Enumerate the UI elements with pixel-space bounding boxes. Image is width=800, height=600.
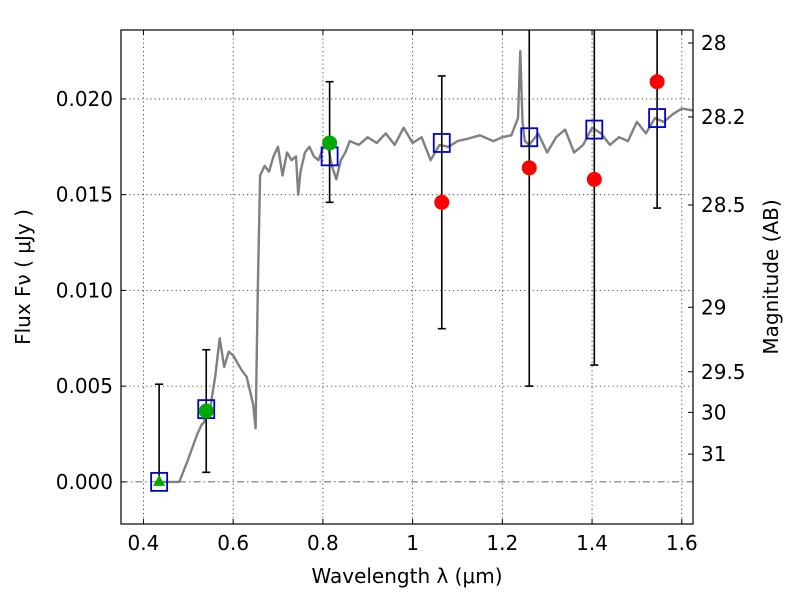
photometry-square <box>648 108 667 128</box>
x-tick-label: 1.6 <box>666 531 698 555</box>
plot-frame <box>120 29 694 525</box>
mag-tick-label: 28 <box>701 31 726 55</box>
y-tick-label: 0.000 <box>56 470 113 494</box>
photometry-square <box>520 127 539 148</box>
detection-point <box>322 135 338 151</box>
observed-point <box>434 194 450 210</box>
photometry-square <box>150 471 169 492</box>
y-axis-label: Flux Fν ( μJy ) <box>11 209 35 345</box>
mag-tick-label: 29 <box>701 295 726 319</box>
y-tick-label: 0.005 <box>56 374 113 398</box>
y-tick-label: 0.015 <box>56 183 113 207</box>
observed-point <box>521 160 537 176</box>
y-tick-label: 0.010 <box>56 278 113 302</box>
spectrum-line <box>156 49 694 484</box>
detection-point <box>198 403 214 419</box>
y-tick-label: 0.020 <box>56 87 113 111</box>
x-tick-label: 1 <box>406 531 419 555</box>
grid-layer <box>121 30 693 524</box>
x-axis-label: Wavelength λ (μm) <box>311 564 502 588</box>
observed-point <box>586 171 602 187</box>
mag-tick-label: 28.5 <box>701 193 746 217</box>
mag-tick-label: 29.5 <box>701 360 746 384</box>
x-tick-label: 0.4 <box>128 531 160 555</box>
upper-limit-triangle <box>153 474 166 486</box>
mag-tick-label: 28.2 <box>701 105 746 129</box>
y-right-axis-label: Magnitude (AB) <box>759 199 783 354</box>
plot-layer <box>150 30 694 492</box>
photometry-square <box>432 133 451 153</box>
tick-layer: 0.4 0.6 0.8 1 1.2 1.4 1.6 0.000 0.005 0.010 0.015 0… <box>56 30 746 555</box>
x-tick-label: 1.4 <box>576 531 608 555</box>
x-tick-label: 0.6 <box>217 531 249 555</box>
observed-point <box>649 74 665 90</box>
mag-tick-label: 31 <box>701 442 726 466</box>
x-tick-label: 1.2 <box>486 531 518 555</box>
photometry-square <box>585 119 604 140</box>
x-tick-label: 0.8 <box>307 531 339 555</box>
mag-tick-label: 30 <box>701 400 726 424</box>
